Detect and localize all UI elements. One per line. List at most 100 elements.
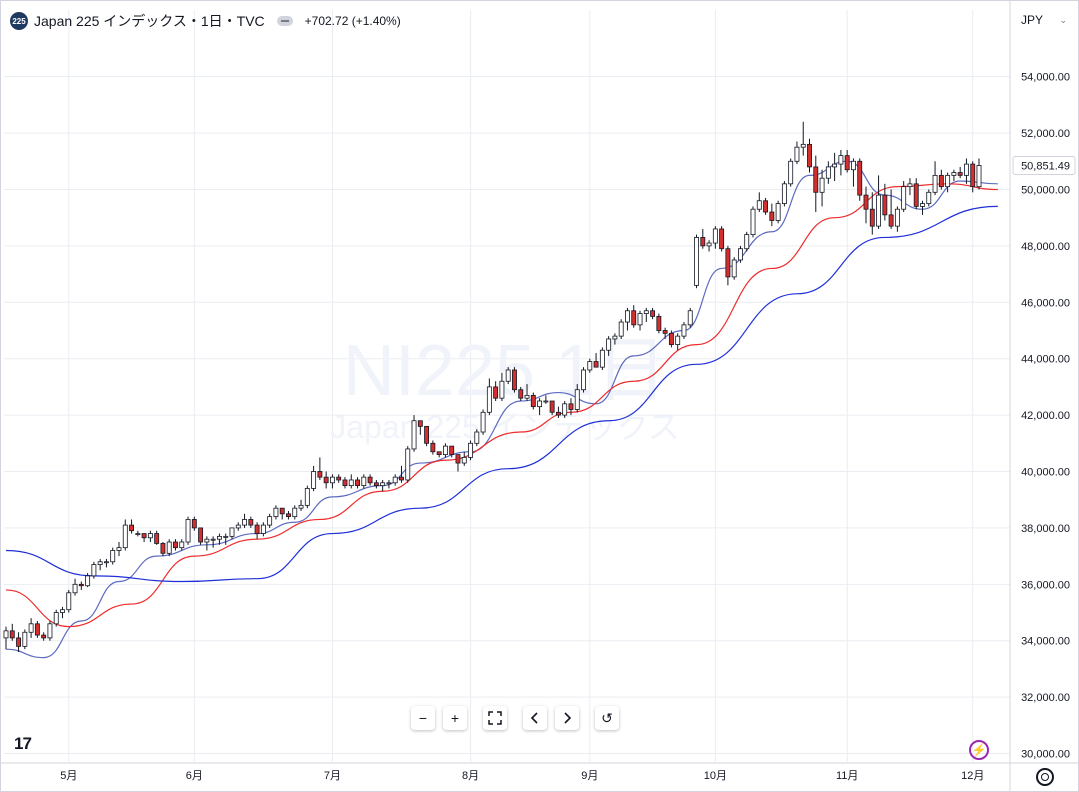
time-tick-label: 12月 (961, 770, 984, 782)
price-tick-label: 52,000.00 (1021, 128, 1070, 140)
candle (72, 578, 78, 596)
candle (116, 542, 122, 557)
candle-body (474, 431, 480, 444)
candle-body (926, 191, 932, 204)
candle-body (342, 479, 348, 487)
candle (173, 539, 178, 551)
candle (242, 513, 247, 528)
candles (3, 121, 982, 653)
candle-body (813, 166, 819, 193)
candle (574, 384, 580, 413)
price-tick-label: 42,000.00 (1021, 410, 1070, 422)
candle (323, 471, 329, 489)
candle-body (34, 623, 40, 636)
candle (468, 440, 473, 461)
price-tick-label: 34,000.00 (1021, 636, 1070, 648)
candle (461, 451, 467, 466)
fullscreen-button[interactable] (483, 706, 507, 730)
candle-body (279, 507, 285, 515)
candle-body (800, 143, 806, 148)
candle (662, 327, 668, 339)
candle-body (254, 524, 260, 534)
zoom-in-button[interactable]: + (443, 706, 467, 730)
candle-body (260, 524, 266, 534)
scroll-left-button[interactable] (523, 706, 547, 730)
candle (675, 333, 681, 351)
candle-body (932, 174, 938, 193)
candle (129, 519, 134, 534)
candle (373, 479, 379, 489)
candle (631, 305, 637, 328)
candle-body (907, 183, 913, 188)
tradingview-logo[interactable]: 17 (14, 734, 32, 753)
candle (110, 547, 116, 565)
candle-body (894, 208, 900, 227)
zoom-out-button[interactable]: − (411, 706, 435, 730)
candle-body (549, 400, 555, 413)
candle-body (913, 183, 919, 207)
candle (60, 606, 65, 619)
reset-chart-button[interactable]: ↺ (595, 706, 619, 730)
candle (957, 166, 963, 179)
candle-body (304, 488, 310, 506)
candle-body (901, 186, 907, 210)
settings-icon[interactable] (1036, 768, 1054, 786)
candle-body (191, 519, 197, 529)
candle (53, 609, 59, 627)
candle (763, 197, 769, 215)
candle (254, 522, 260, 540)
scroll-right-button[interactable] (555, 706, 579, 730)
time-tick-label: 8月 (462, 770, 479, 782)
price-tick-label: 44,000.00 (1021, 354, 1070, 366)
candle-body (537, 400, 543, 408)
candle (355, 477, 360, 489)
candle (493, 381, 499, 401)
candle (367, 474, 373, 486)
candle (286, 510, 291, 520)
candle (380, 479, 386, 492)
candle-body (662, 330, 668, 334)
candle-body (731, 259, 737, 278)
candle-body (512, 369, 517, 391)
candle (781, 181, 787, 207)
candle (66, 589, 72, 613)
symbol-badge[interactable]: 225 (10, 12, 28, 30)
candle (260, 522, 266, 537)
candle-body (687, 310, 693, 326)
candle-body (543, 400, 549, 403)
chart-title[interactable]: Japan 225 インデックス・1日・TVC (34, 13, 265, 29)
candle-body (22, 631, 28, 647)
candle-body (825, 166, 831, 179)
candle-body (888, 214, 894, 227)
candle-body (920, 203, 925, 207)
candle-body (41, 634, 47, 639)
candle (825, 161, 831, 184)
candle-body (706, 242, 712, 247)
candle (913, 178, 919, 210)
candle-body (273, 507, 279, 518)
candle (668, 330, 674, 348)
candle-body (166, 541, 172, 554)
candle-body (348, 479, 354, 487)
market-status-icon[interactable] (276, 16, 293, 26)
candle-body (216, 535, 222, 540)
candle-body (643, 310, 649, 314)
candle (392, 474, 398, 486)
candle-body (700, 237, 706, 247)
candle (775, 200, 781, 224)
candle-body (832, 163, 838, 168)
candle-body (204, 538, 210, 543)
candle-body (807, 143, 812, 168)
candle-body (242, 519, 247, 526)
candle-body (442, 445, 448, 455)
candle-body (951, 172, 957, 176)
candle-body (857, 160, 863, 196)
time-tick-label: 10月 (704, 770, 727, 782)
candle (28, 618, 34, 638)
lightning-icon[interactable]: ⚡ (969, 740, 989, 760)
candle (122, 519, 128, 551)
currency-selector[interactable]: JPY ⌄ (1015, 9, 1073, 31)
candle (951, 169, 957, 182)
candle (725, 245, 731, 286)
